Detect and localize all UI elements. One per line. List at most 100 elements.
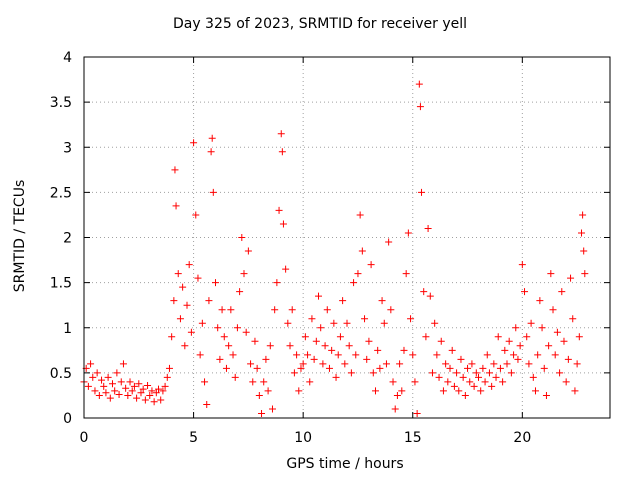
data-point (518, 261, 526, 269)
data-point (260, 378, 268, 386)
data-point (578, 229, 586, 237)
data-point (290, 369, 298, 377)
data-point (573, 360, 581, 368)
data-point (431, 319, 439, 327)
data-point (343, 319, 351, 327)
data-point (553, 328, 561, 336)
data-point (84, 382, 92, 390)
data-point (450, 382, 458, 390)
data-point (569, 315, 577, 323)
data-point (490, 360, 498, 368)
data-point (236, 288, 244, 296)
data-point (374, 346, 382, 354)
data-point (523, 333, 531, 341)
data-point (297, 364, 305, 372)
data-point (89, 373, 97, 381)
y-tick-label: 4 (63, 50, 72, 66)
data-point (171, 166, 179, 174)
data-point (534, 351, 542, 359)
y-tick-label: 0 (63, 411, 72, 427)
x-tick-label: 20 (513, 430, 531, 446)
data-point (540, 364, 548, 372)
data-point (111, 387, 119, 395)
data-point (448, 346, 456, 354)
data-point (183, 301, 191, 309)
data-point (464, 364, 472, 372)
data-point (141, 396, 149, 404)
data-point (247, 360, 255, 368)
data-point (407, 315, 415, 323)
data-point (510, 351, 518, 359)
data-point (179, 283, 187, 291)
y-tick-label: 1 (63, 321, 72, 337)
data-point (545, 342, 553, 350)
data-point (505, 337, 513, 345)
data-point (387, 306, 395, 314)
data-point (514, 355, 522, 363)
data-point (268, 405, 276, 413)
data-point (194, 274, 202, 282)
y-tick-label: 1.5 (50, 276, 72, 292)
data-point (439, 387, 447, 395)
data-point (185, 261, 193, 269)
data-point (494, 333, 502, 341)
data-point (113, 369, 121, 377)
data-point (157, 396, 165, 404)
data-point (567, 274, 575, 282)
data-point (218, 306, 226, 314)
data-point (501, 346, 509, 354)
data-point (227, 306, 235, 314)
data-point (424, 224, 432, 232)
data-point (367, 261, 375, 269)
data-point (512, 324, 520, 332)
y-tick-label: 3.5 (50, 95, 72, 111)
data-point (172, 202, 180, 210)
data-point (549, 306, 557, 314)
data-point (203, 400, 211, 408)
data-point (378, 297, 386, 305)
data-point (207, 148, 215, 156)
data-point (106, 394, 114, 402)
data-point (479, 364, 487, 372)
data-point (492, 373, 500, 381)
data-point (209, 188, 217, 196)
data-point (98, 376, 106, 384)
data-point (579, 211, 587, 219)
data-point (341, 360, 349, 368)
y-tick-label: 2 (63, 231, 72, 247)
data-point (163, 373, 171, 381)
data-point (369, 369, 377, 377)
data-point (426, 292, 434, 300)
x-axis-label: GPS time / hours (286, 456, 404, 472)
data-point (468, 360, 476, 368)
data-point (503, 360, 511, 368)
data-point (470, 382, 478, 390)
data-point (155, 385, 163, 393)
data-point (220, 333, 228, 341)
data-point (325, 364, 333, 372)
data-point (253, 364, 261, 372)
data-point (363, 355, 371, 363)
data-point (170, 297, 178, 305)
data-point (328, 346, 336, 354)
data-point (315, 292, 323, 300)
data-point (278, 148, 286, 156)
data-point (475, 373, 482, 381)
data-point (461, 391, 469, 399)
data-point (244, 247, 252, 255)
data-point (437, 337, 445, 345)
data-point (168, 333, 176, 341)
data-point (128, 387, 136, 395)
data-point (330, 319, 338, 327)
data-point (361, 315, 369, 323)
data-point (306, 378, 314, 386)
data-point (319, 360, 327, 368)
data-point (108, 380, 116, 388)
data-point (411, 378, 419, 386)
data-point (556, 369, 564, 377)
data-point (115, 391, 123, 399)
data-point (472, 369, 480, 377)
data-point (137, 389, 145, 397)
y-tick-label: 3 (63, 140, 72, 156)
data-point (496, 364, 504, 372)
